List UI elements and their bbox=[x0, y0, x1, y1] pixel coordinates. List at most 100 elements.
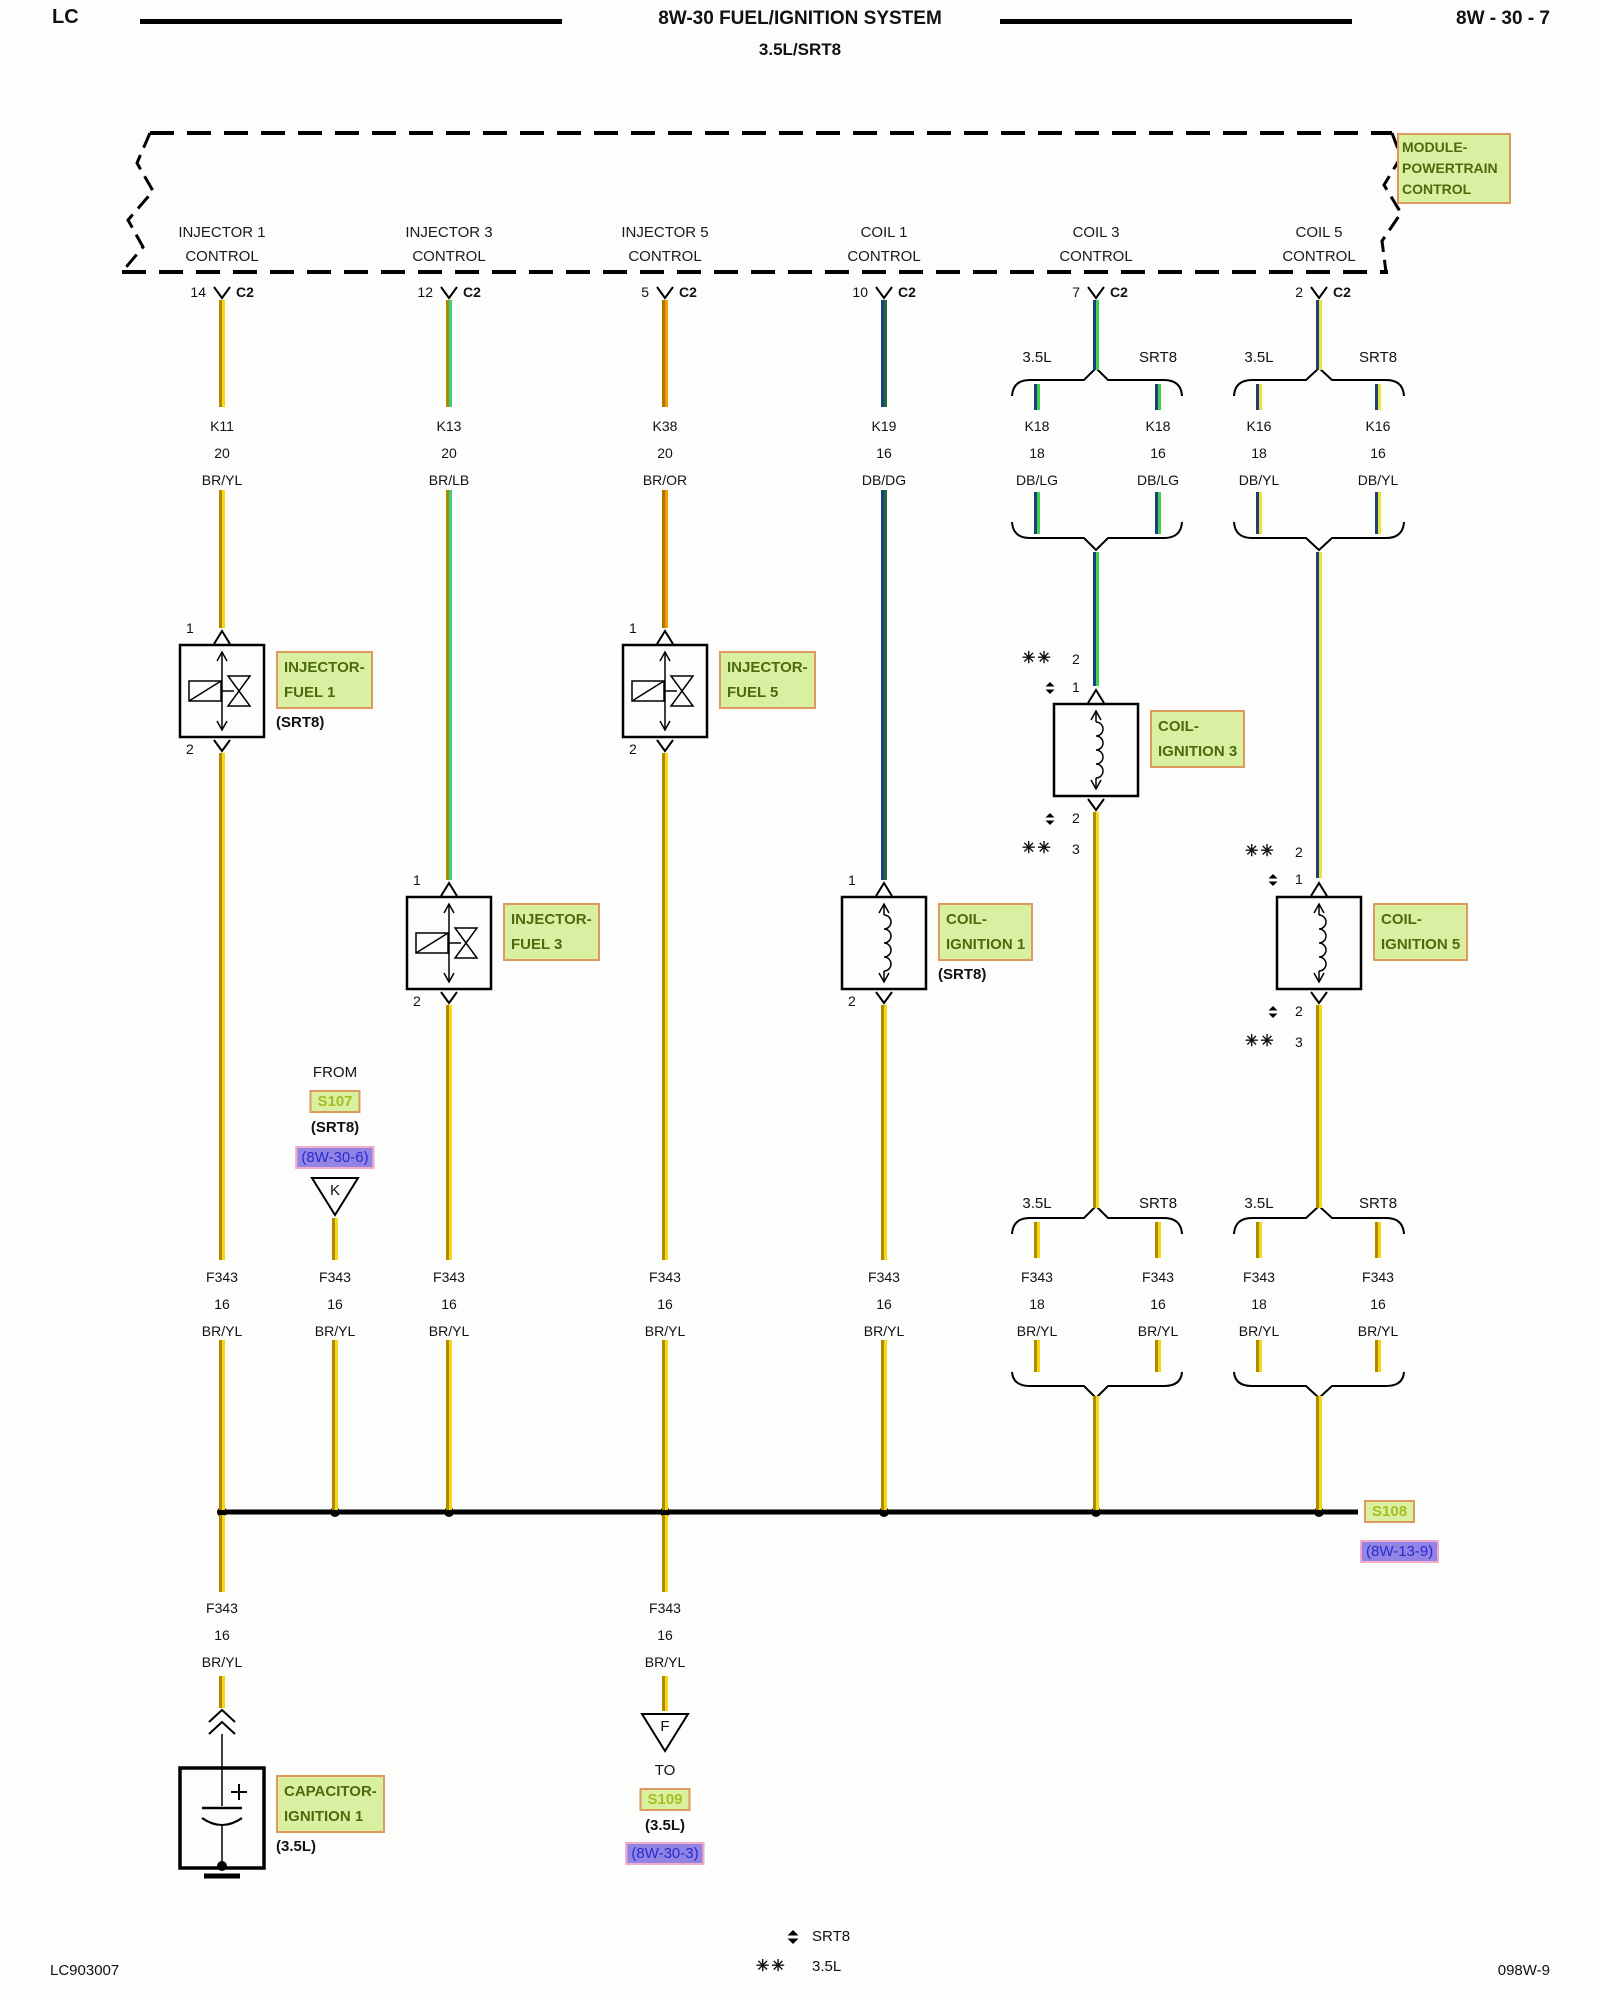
wire-label: K18 16 DB/LG bbox=[1136, 418, 1180, 488]
wire-label: K16 16 DB/YL bbox=[1357, 418, 1399, 488]
legend-srt8-diamond-icon bbox=[786, 1930, 800, 1944]
pin-terminal-symbol bbox=[213, 739, 231, 753]
pin-terminal-symbol bbox=[875, 991, 893, 1005]
component-pin-number: 2 bbox=[413, 993, 421, 1009]
component-pin-number: 1 bbox=[186, 620, 194, 636]
component-label-injector-fuel-3: INJECTOR- FUEL 3 bbox=[503, 903, 600, 961]
pin-number: 7 bbox=[1072, 284, 1080, 300]
connector-id: C2 bbox=[679, 284, 697, 300]
footnote-marker-srt8-diamond bbox=[1044, 813, 1056, 825]
pcm-label-line3: CONTROL bbox=[1402, 181, 1472, 197]
legend-3-5l-marker: ✳✳ bbox=[756, 1958, 787, 1975]
pin-terminal-symbol bbox=[440, 991, 458, 1005]
connector-label-coil5: COIL 5 CONTROL bbox=[1282, 224, 1356, 265]
wire-label: F343 18 BR/YL bbox=[1238, 1269, 1280, 1339]
wire-label: K13 20 BR/LB bbox=[428, 418, 470, 488]
wire-label: K19 16 DB/DG bbox=[861, 418, 907, 488]
wire-label: K16 18 DB/YL bbox=[1238, 418, 1280, 488]
component-note: (SRT8) bbox=[938, 966, 987, 983]
connector-id: C2 bbox=[236, 284, 254, 300]
component-pin-number: 1 bbox=[848, 872, 856, 888]
capacitor-symbol bbox=[201, 1768, 247, 1879]
offpage-triangle-f bbox=[640, 1713, 690, 1753]
wire-label: F343 16 BR/YL bbox=[428, 1269, 470, 1339]
page-ref-8w-30-3: (8W-30-3) bbox=[625, 1842, 705, 1865]
footnote-marker-3-5l: ✳✳ bbox=[1022, 840, 1053, 857]
from-text: FROM bbox=[312, 1064, 358, 1081]
component-label-coil-ignition-5: COIL- IGNITION 5 bbox=[1373, 903, 1469, 961]
variant-label-srt8: SRT8 bbox=[1138, 349, 1178, 366]
injector-symbol-3 bbox=[415, 902, 479, 984]
pin-number: 5 bbox=[641, 284, 649, 300]
splice-s109: S109 bbox=[639, 1788, 691, 1811]
footnote-marker-3-5l: ✳✳ bbox=[1245, 843, 1276, 860]
pin-number: 2 bbox=[1295, 284, 1303, 300]
pin-terminal-symbol bbox=[875, 286, 893, 300]
component-note: (SRT8) bbox=[276, 714, 325, 731]
pcm-label-line1: MODULE- bbox=[1402, 139, 1468, 155]
to-text: TO bbox=[654, 1762, 676, 1779]
header-rule-left bbox=[140, 19, 562, 24]
pin-terminal-symbol bbox=[1087, 688, 1105, 704]
component-pin-number: 1 bbox=[1072, 679, 1080, 695]
variant-label-3-5l: 3.5L bbox=[1022, 1195, 1052, 1212]
connector-label-injector1: INJECTOR 1 CONTROL bbox=[178, 224, 266, 265]
legend-srt8-label: SRT8 bbox=[812, 1928, 851, 1945]
variant-split-brackets bbox=[1011, 366, 1405, 1400]
page-subtitle: 3.5L/SRT8 bbox=[758, 40, 842, 59]
ground-bus bbox=[217, 1507, 1358, 1517]
connector-label-injector5: INJECTOR 5 CONTROL bbox=[621, 224, 709, 265]
component-boxes bbox=[178, 643, 1363, 1870]
pin-terminal-symbol bbox=[1310, 881, 1328, 897]
pin-number: 10 bbox=[852, 284, 868, 300]
connector-id: C2 bbox=[1333, 284, 1351, 300]
variant-label-3-5l: 3.5L bbox=[1244, 1195, 1274, 1212]
pin-number: 14 bbox=[190, 284, 206, 300]
coil-symbol-5 bbox=[1313, 902, 1327, 984]
page-title: 8W-30 FUEL/IGNITION SYSTEM bbox=[658, 8, 942, 29]
injector-symbol-1 bbox=[188, 650, 252, 732]
pcm-label-line2: POWERTRAIN bbox=[1402, 160, 1498, 176]
footnote-marker-3-5l: ✳✳ bbox=[1245, 1033, 1276, 1050]
component-label-coil-ignition-3: COIL- IGNITION 3 bbox=[1150, 710, 1246, 768]
pin-terminal-symbol bbox=[1310, 991, 1328, 1005]
component-pin-number: 2 bbox=[1295, 844, 1303, 860]
wire-label: F343 16 BR/YL bbox=[1357, 1269, 1399, 1339]
pin-terminal-symbol bbox=[213, 286, 231, 300]
wire-label: F343 16 BR/YL bbox=[1137, 1269, 1179, 1339]
component-pin-number: 2 bbox=[186, 741, 194, 757]
page-ref-8w-30-6: (8W-30-6) bbox=[295, 1146, 375, 1169]
offpage-letter-k: K bbox=[329, 1182, 341, 1199]
injector-symbol-5 bbox=[631, 650, 695, 732]
footer-sheet: 098W-9 bbox=[1497, 1962, 1550, 1979]
component-pin-number: 2 bbox=[1072, 651, 1080, 667]
connector-id: C2 bbox=[463, 284, 481, 300]
variant-label-srt8: SRT8 bbox=[1358, 1195, 1398, 1212]
page-code: LC bbox=[52, 6, 79, 28]
offpage-triangle-k bbox=[310, 1177, 360, 1217]
footnote-marker-srt8-diamond bbox=[1267, 874, 1279, 886]
connector-id: C2 bbox=[1110, 284, 1128, 300]
variant-label-srt8: SRT8 bbox=[1358, 349, 1398, 366]
pin-terminal-symbol bbox=[656, 286, 674, 300]
wire-label: K38 20 BR/OR bbox=[642, 418, 688, 488]
pcm-module-label: MODULE- POWERTRAIN CONTROL bbox=[1397, 133, 1511, 204]
footnote-marker-srt8-diamond bbox=[1044, 682, 1056, 694]
component-note: (3.5L) bbox=[276, 1838, 317, 1855]
pin-terminal-symbol bbox=[1310, 286, 1328, 300]
footnote-marker-3-5l: ✳✳ bbox=[1022, 650, 1053, 667]
wire-label: F343 16 BR/YL bbox=[644, 1269, 686, 1339]
component-pin-number: 2 bbox=[848, 993, 856, 1009]
pin-terminal-symbol bbox=[875, 881, 893, 897]
wire-label: F343 16 BR/YL bbox=[863, 1269, 905, 1339]
coil-symbol-3 bbox=[1090, 709, 1104, 791]
splice-s107: S107 bbox=[309, 1090, 361, 1113]
component-pin-number: 2 bbox=[629, 741, 637, 757]
pcm-dashed-box bbox=[120, 131, 1403, 274]
coil-symbol-1 bbox=[878, 902, 892, 984]
pin-terminal-symbol bbox=[440, 881, 458, 897]
component-pin-number: 1 bbox=[413, 872, 421, 888]
component-label-injector-fuel-5: INJECTOR- FUEL 5 bbox=[719, 651, 816, 709]
